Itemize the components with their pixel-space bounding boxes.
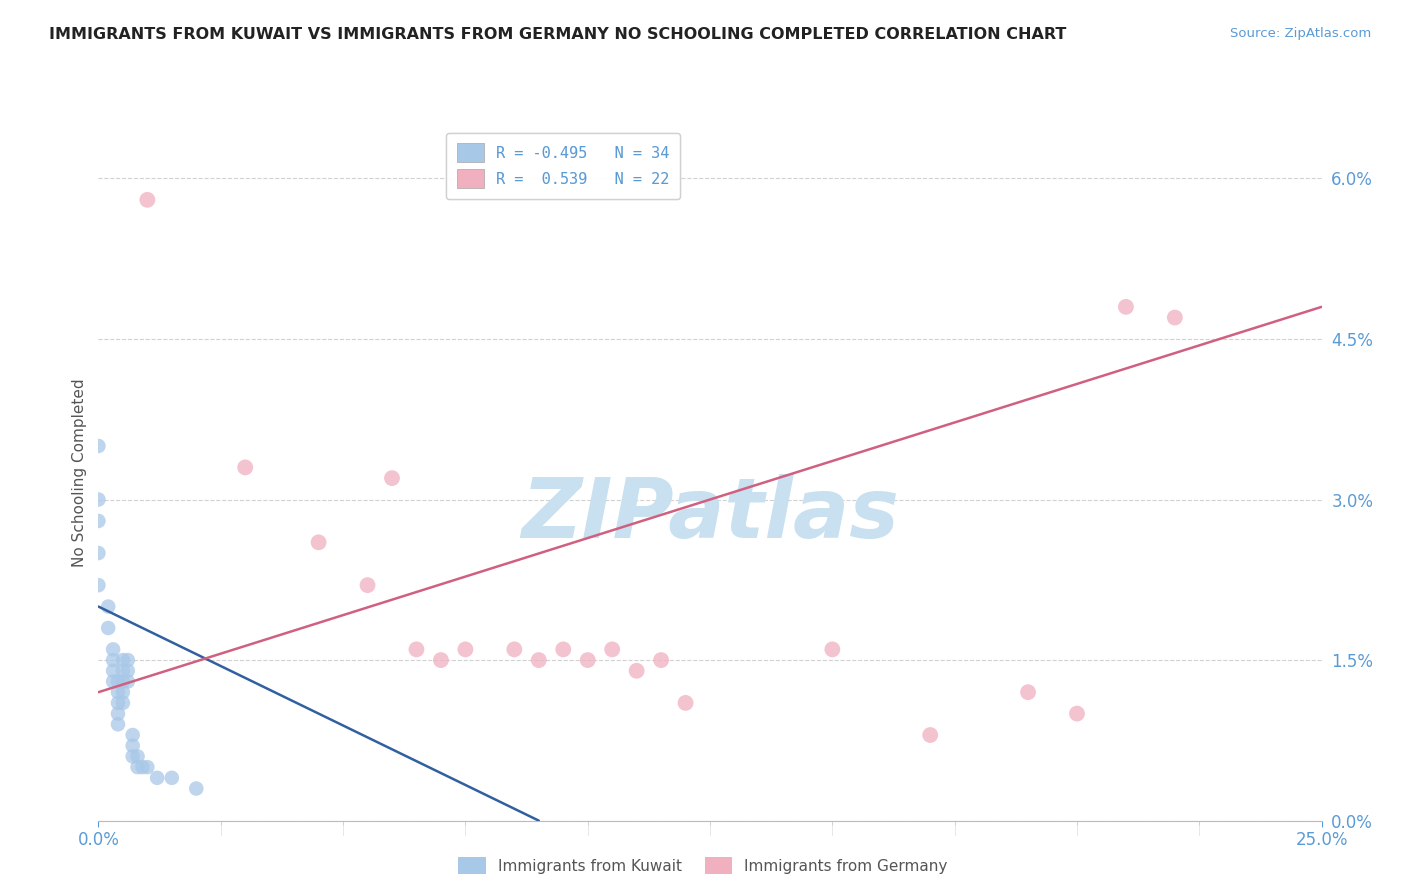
Point [101,653,124,667]
Point [121,739,143,753]
Point [381,471,404,485]
Point [186,781,208,796]
Point [111,653,134,667]
Point [131,760,153,774]
Point [454,642,477,657]
Point [650,653,672,667]
Point [146,771,169,785]
Point [111,696,134,710]
Point [136,193,159,207]
Y-axis label: No Schooling Completed: No Schooling Completed [72,378,87,567]
Point [107,696,129,710]
Point [111,685,134,699]
Point [87,578,110,592]
Text: IMMIGRANTS FROM KUWAIT VS IMMIGRANTS FROM GERMANY NO SCHOOLING COMPLETED CORRELA: IMMIGRANTS FROM KUWAIT VS IMMIGRANTS FRO… [49,27,1067,42]
Point [127,760,149,774]
Point [107,717,129,731]
Point [1115,300,1137,314]
Point [920,728,942,742]
Point [101,642,124,657]
Point [87,514,110,528]
Point [121,728,143,742]
Point [111,664,134,678]
Point [1017,685,1039,699]
Point [87,439,110,453]
Point [97,621,120,635]
Point [356,578,378,592]
Point [111,674,134,689]
Point [107,706,129,721]
Point [821,642,844,657]
Point [600,642,623,657]
Point [233,460,256,475]
Point [87,546,110,560]
Point [527,653,550,667]
Point [117,674,139,689]
Text: ZIPatlas: ZIPatlas [522,474,898,555]
Point [1066,706,1088,721]
Point [675,696,697,710]
Point [87,492,110,507]
Point [117,653,139,667]
Point [430,653,453,667]
Point [503,642,526,657]
Legend: Immigrants from Kuwait, Immigrants from Germany: Immigrants from Kuwait, Immigrants from … [451,851,955,880]
Point [576,653,599,667]
Point [626,664,648,678]
Point [1164,310,1187,325]
Point [101,674,124,689]
Point [117,664,139,678]
Point [107,674,129,689]
Point [101,664,124,678]
Text: Source: ZipAtlas.com: Source: ZipAtlas.com [1230,27,1371,40]
Point [405,642,427,657]
Point [97,599,120,614]
Point [127,749,149,764]
Point [308,535,330,549]
Point [553,642,575,657]
Point [136,760,159,774]
Legend: R = -0.495   N = 34, R =  0.539   N = 22: R = -0.495 N = 34, R = 0.539 N = 22 [446,133,681,199]
Point [107,685,129,699]
Point [121,749,143,764]
Point [160,771,183,785]
